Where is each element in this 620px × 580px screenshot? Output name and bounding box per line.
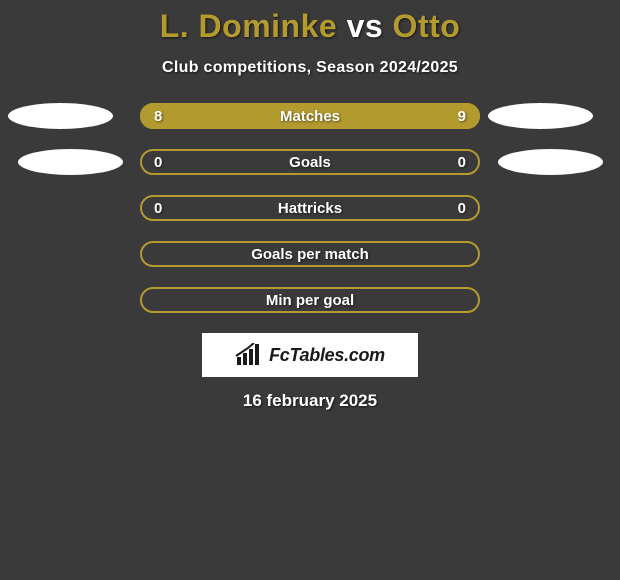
stat-label: Matches xyxy=(140,108,480,125)
stat-label: Min per goal xyxy=(140,292,480,309)
stat-row: 0Goals0 xyxy=(0,149,620,175)
stat-bar: Goals per match xyxy=(140,241,480,267)
brand-text: FcTables.com xyxy=(269,345,385,366)
stat-bar: Min per goal xyxy=(140,287,480,313)
brand-badge: FcTables.com xyxy=(202,333,418,377)
stat-row: Min per goal xyxy=(0,287,620,313)
stats-block: 8Matches90Goals00Hattricks0Goals per mat… xyxy=(0,103,620,313)
vs-text: vs xyxy=(347,8,384,44)
subtitle: Club competitions, Season 2024/2025 xyxy=(0,59,620,77)
stat-label: Goals xyxy=(140,154,480,171)
player1-marker xyxy=(8,103,113,129)
stat-bar: 8Matches9 xyxy=(140,103,480,129)
player2-marker xyxy=(498,149,603,175)
stat-row: 8Matches9 xyxy=(0,103,620,129)
stat-row: 0Hattricks0 xyxy=(0,195,620,221)
player2-name: Otto xyxy=(393,8,461,44)
chart-icon xyxy=(235,343,263,367)
comparison-card: L. Dominke vs Otto Club competitions, Se… xyxy=(0,0,620,411)
stat-label: Hattricks xyxy=(140,200,480,217)
stat-value-right: 9 xyxy=(448,108,466,125)
stat-bar: 0Hattricks0 xyxy=(140,195,480,221)
date-text: 16 february 2025 xyxy=(0,391,620,411)
player1-marker xyxy=(18,149,123,175)
stat-value-right: 0 xyxy=(448,154,466,171)
title: L. Dominke vs Otto xyxy=(0,8,620,45)
player2-marker xyxy=(488,103,593,129)
stat-bar: 0Goals0 xyxy=(140,149,480,175)
stat-value-right: 0 xyxy=(448,200,466,217)
stat-row: Goals per match xyxy=(0,241,620,267)
stat-label: Goals per match xyxy=(140,246,480,263)
player1-name: L. Dominke xyxy=(160,8,337,44)
